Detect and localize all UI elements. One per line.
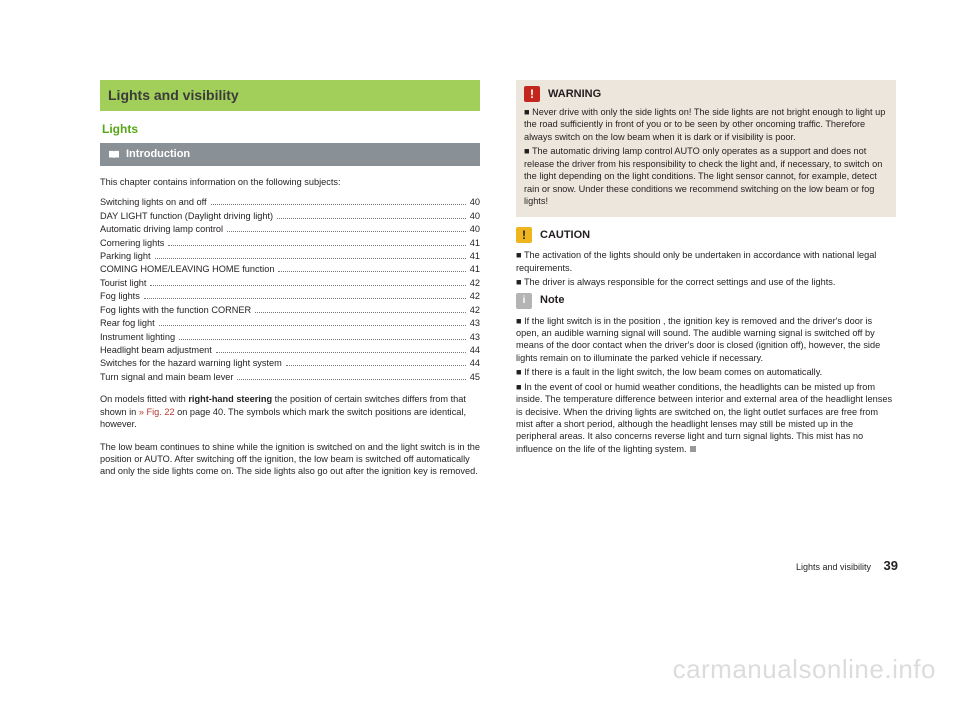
toc-leader <box>277 217 466 219</box>
toc-page: 43 <box>470 317 480 329</box>
toc-leader <box>227 230 466 232</box>
cross-ref: » Fig. 22 <box>139 407 175 417</box>
toc-row: Instrument lighting 43 <box>100 331 480 343</box>
toc-label: Parking light <box>100 250 151 262</box>
toc-label: Cornering lights <box>100 237 164 249</box>
toc-label: Switching lights on and off <box>100 196 207 208</box>
list-item: Never drive with only the side lights on… <box>524 106 888 143</box>
toc-page: 40 <box>470 196 480 208</box>
toc-leader <box>179 338 466 340</box>
toc-label: Instrument lighting <box>100 331 175 343</box>
caution-header: ! CAUTION <box>516 227 896 243</box>
toc-row: Automatic driving lamp control 40 <box>100 223 480 235</box>
toc-leader <box>216 351 466 353</box>
toc-page: 40 <box>470 210 480 222</box>
toc-row: Switching lights on and off 40 <box>100 196 480 208</box>
list-item: If there is a fault in the light switch,… <box>516 366 896 378</box>
toc-page: 44 <box>470 357 480 369</box>
end-marker <box>690 446 696 452</box>
toc-leader <box>150 284 465 286</box>
list-item: If the light switch is in the position ,… <box>516 315 896 365</box>
toc-label: Switches for the hazard warning light sy… <box>100 357 282 369</box>
table-of-contents: Switching lights on and off 40 DAY LIGHT f… <box>100 196 480 383</box>
toc-row: COMING HOME/LEAVING HOME function 41 <box>100 263 480 275</box>
list-item: The driver is always responsible for the… <box>516 276 896 288</box>
page-number: 39 <box>884 558 898 573</box>
warning-icon: ! <box>524 86 540 102</box>
toc-label: Rear fog light <box>100 317 155 329</box>
toc-leader <box>278 270 465 272</box>
toc-row: Fog lights with the function CORNER 42 <box>100 304 480 316</box>
toc-label: Turn signal and main beam lever <box>100 371 233 383</box>
toc-page: 42 <box>470 290 480 302</box>
toc-row: Switches for the hazard warning light sy… <box>100 357 480 369</box>
caution-label: CAUTION <box>540 228 590 243</box>
watermark: carmanualsonline.info <box>673 654 936 685</box>
toc-leader <box>237 378 465 380</box>
left-column: Lights and visibility Lights Introductio… <box>100 80 480 488</box>
toc-row: Fog lights 42 <box>100 290 480 302</box>
text-bold: right-hand steering <box>188 394 272 404</box>
list-item: The activation of the lights should only… <box>516 249 896 274</box>
toc-page: 42 <box>470 277 480 289</box>
toc-page: 41 <box>470 263 480 275</box>
caution-list: The activation of the lights should only… <box>516 249 896 288</box>
toc-row: Headlight beam adjustment 44 <box>100 344 480 356</box>
section-title: Lights <box>100 111 480 143</box>
toc-row: Tourist light 42 <box>100 277 480 289</box>
warning-header: ! WARNING <box>524 86 888 102</box>
toc-leader <box>168 244 465 246</box>
caution-icon: ! <box>516 227 532 243</box>
toc-row: DAY LIGHT function (Daylight driving lig… <box>100 210 480 222</box>
toc-leader <box>286 364 466 366</box>
toc-label: Headlight beam adjustment <box>100 344 212 356</box>
warning-label: WARNING <box>548 87 601 102</box>
footer-section-label: Lights and visibility <box>796 562 871 572</box>
list-item: In the event of cool or humid weather co… <box>516 381 896 456</box>
list-item: The automatic driving lamp control AUTO … <box>524 145 888 207</box>
note-list: If the light switch is in the position ,… <box>516 315 896 456</box>
toc-label: COMING HOME/LEAVING HOME function <box>100 263 274 275</box>
toc-leader <box>255 311 466 313</box>
toc-leader <box>144 297 466 299</box>
toc-row: Turn signal and main beam lever 45 <box>100 371 480 383</box>
warning-box: ! WARNING Never drive with only the side… <box>516 80 896 217</box>
toc-page: 43 <box>470 331 480 343</box>
toc-label: Tourist light <box>100 277 146 289</box>
toc-page: 44 <box>470 344 480 356</box>
toc-row: Rear fog light 43 <box>100 317 480 329</box>
text: On models fitted with <box>100 394 188 404</box>
page-footer: Lights and visibility 39 <box>796 558 898 573</box>
chapter-title: Lights and visibility <box>100 80 480 111</box>
toc-row: Cornering lights 41 <box>100 237 480 249</box>
toc-page: 40 <box>470 223 480 235</box>
note-header: i Note <box>516 293 896 309</box>
intro-label: Introduction <box>126 147 190 162</box>
toc-label: Fog lights with the function CORNER <box>100 304 251 316</box>
manual-page: Lights and visibility Lights Introductio… <box>0 0 960 488</box>
body-paragraph-2: The low beam continues to shine while th… <box>100 441 480 478</box>
toc-label: DAY LIGHT function (Daylight driving lig… <box>100 210 273 222</box>
book-icon <box>108 150 120 160</box>
intro-bar: Introduction <box>100 143 480 166</box>
toc-page: 41 <box>470 250 480 262</box>
toc-row: Parking light 41 <box>100 250 480 262</box>
right-column: ! WARNING Never drive with only the side… <box>516 80 896 488</box>
toc-leader <box>159 324 466 326</box>
toc-page: 45 <box>470 371 480 383</box>
info-icon: i <box>516 293 532 309</box>
toc-label: Automatic driving lamp control <box>100 223 223 235</box>
toc-page: 41 <box>470 237 480 249</box>
toc-page: 42 <box>470 304 480 316</box>
toc-leader <box>211 203 466 205</box>
body-paragraph-1: On models fitted with right-hand steerin… <box>100 393 480 430</box>
toc-label: Fog lights <box>100 290 140 302</box>
note-label: Note <box>540 293 564 308</box>
toc-leader <box>155 257 466 259</box>
warning-list: Never drive with only the side lights on… <box>524 106 888 207</box>
intro-lead: This chapter contains information on the… <box>100 176 480 188</box>
